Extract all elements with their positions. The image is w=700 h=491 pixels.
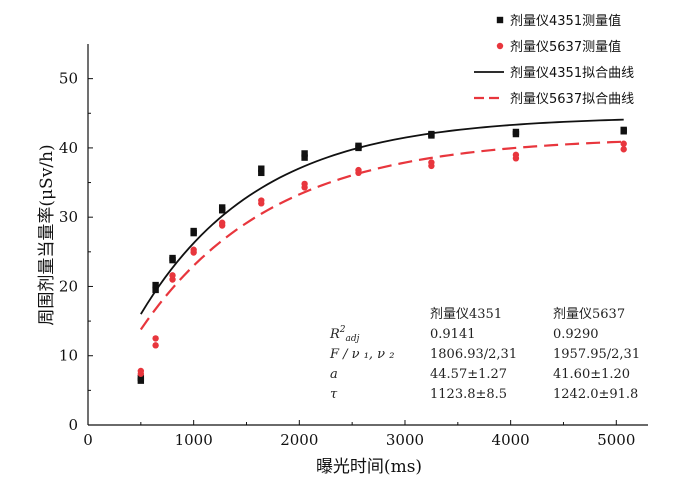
data-point [301,180,308,188]
y-tick-label: 50 [59,70,78,88]
data-points [137,126,627,384]
x-tick-label: 2000 [280,431,318,449]
x-tick-label: 0 [83,431,93,449]
y-tick-label: 20 [59,277,78,295]
stats-row-label: F / ν ₁, ν ₂ [329,347,394,362]
data-point [169,272,176,279]
data-point [355,166,362,174]
x-tick-label: 4000 [492,431,530,449]
data-point [258,169,265,177]
data-point [512,151,520,159]
data-point [218,204,226,211]
fit-curve [139,140,624,331]
data-point [620,146,627,153]
x-tick-label: 3000 [386,431,424,449]
stats-value: 0.9141 [430,327,476,342]
data-point [137,374,145,382]
y-tick-label: 0 [68,416,78,434]
data-point [301,154,308,161]
data-point [355,142,362,150]
data-point [152,342,159,349]
legend-label: 剂量仪4351拟合曲线 [510,66,634,81]
legend-marker [496,16,504,24]
x-tick-label: 1000 [175,431,213,449]
y-tick-label: 40 [59,139,78,157]
legend-label: 剂量仪4351测量值 [510,13,621,29]
data-point [152,286,159,294]
data-point [620,140,627,147]
data-point [512,128,520,136]
stats-value: 1957.95/2,31 [553,347,640,362]
data-point [301,150,308,157]
stats-header: 剂量仪4351 [430,307,502,322]
data-point [258,197,265,204]
data-point [218,219,226,226]
stats-value: 44.57±1.27 [430,367,507,382]
stats-value: 0.9290 [553,327,599,342]
data-point [620,126,627,134]
legend: 剂量仪4351测量值剂量仪5637测量值剂量仪4351拟合曲线剂量仪5637拟合… [474,13,634,107]
stats-value: 41.60±1.20 [553,367,630,382]
data-point [428,130,435,138]
legend-label: 剂量仪5637测量值 [510,39,621,55]
stats-row-label: R2adj [329,325,360,344]
data-point [152,335,159,342]
stats-row-label: τ [330,387,338,402]
stats-value: 1242.0±91.8 [553,387,638,402]
x-axis-label: 曝光时间(ms) [316,457,422,477]
y-axis-label: 周围剂量当量率(μSv/h) [37,144,57,325]
y-tick-label: 30 [59,208,78,226]
data-point [258,165,265,172]
fit-curve [140,118,624,315]
data-point [169,254,176,262]
stats-table: 剂量仪4351 剂量仪5637 R2adj 0.9141 0.9290 F / ν ₁, … [329,307,640,402]
y-tick-label: 10 [59,347,78,365]
legend-marker [496,42,504,50]
data-point [152,281,159,289]
stats-header: 剂量仪5637 [553,307,625,322]
axes: 0 1000 2000 3000 4000 5000 0 10 20 30 40 50 [59,44,648,449]
stats-value: 1806.93/2,31 [430,347,517,362]
fit-curves [139,118,624,331]
data-point [190,227,197,235]
data-point [428,159,435,166]
data-point [137,367,145,375]
data-point [190,246,197,253]
stats-row-label: a [330,367,338,382]
legend-label: 剂量仪5637拟合曲线 [510,92,634,107]
x-tick-label: 5000 [597,431,635,449]
stats-value: 1123.8±8.5 [430,387,507,402]
